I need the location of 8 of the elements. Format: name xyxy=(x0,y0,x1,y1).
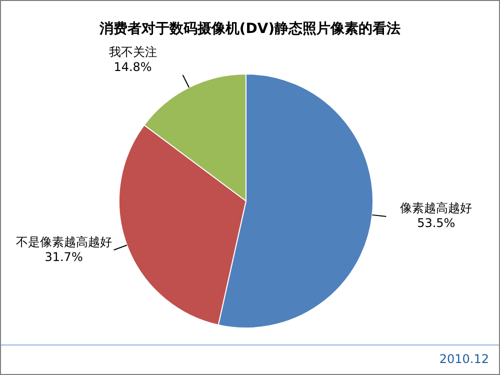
text: 2010.12 xyxy=(439,352,489,366)
chart-title: 消费者对于数码摄像机(DV)静态照片像素的看法 xyxy=(98,20,401,37)
slice-label: 我不关注 xyxy=(108,44,158,60)
data-label: 14.8% xyxy=(112,60,153,75)
slice-label: 像素越高越好 xyxy=(399,201,474,216)
data-label: 53.5% xyxy=(416,216,456,232)
data-label: 31.7% xyxy=(44,250,84,265)
slice-label: 不是像素越高越好 xyxy=(16,235,112,250)
